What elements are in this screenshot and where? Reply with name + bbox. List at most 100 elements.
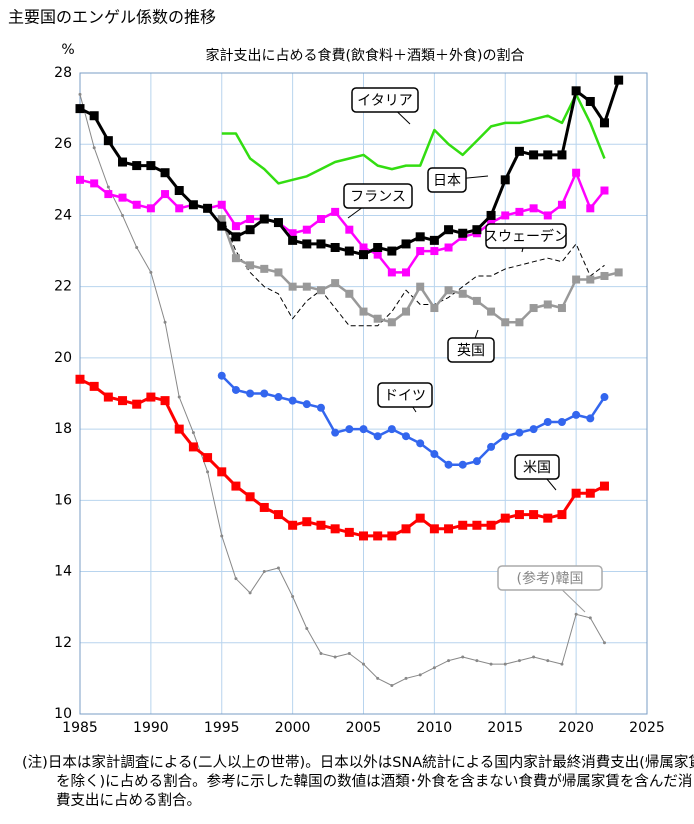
marker	[191, 431, 195, 435]
marker	[103, 136, 113, 146]
callout-box	[447, 337, 495, 363]
series	[221, 93, 606, 185]
marker	[416, 247, 425, 256]
marker	[305, 627, 309, 631]
marker	[557, 510, 567, 520]
marker	[600, 186, 609, 195]
marker	[501, 318, 510, 327]
y-tick-label: 14	[54, 564, 72, 580]
x-tick-label: 2005	[346, 720, 382, 736]
marker	[274, 268, 283, 277]
marker	[359, 243, 368, 252]
marker	[560, 662, 564, 666]
marker	[273, 218, 283, 228]
marker	[231, 481, 241, 491]
marker	[402, 268, 411, 277]
marker	[585, 96, 595, 106]
marker	[217, 221, 227, 231]
marker	[262, 570, 266, 574]
legend-label: 米国	[523, 460, 551, 476]
marker	[160, 168, 170, 178]
marker	[118, 193, 127, 202]
marker	[571, 488, 581, 498]
marker	[331, 207, 340, 216]
marker	[557, 304, 566, 313]
marker	[444, 460, 453, 469]
marker	[217, 467, 227, 477]
x-tick-label: 1990	[133, 720, 169, 736]
y-tick-label: 18	[54, 421, 72, 437]
marker	[78, 92, 82, 96]
marker	[472, 520, 482, 530]
legend-label: (参考)韓国	[517, 570, 584, 587]
legend-label: イタリア	[357, 93, 412, 109]
marker	[557, 417, 566, 426]
marker	[175, 204, 184, 213]
marker	[291, 594, 295, 598]
marker	[458, 289, 467, 298]
callout-box	[497, 565, 603, 591]
marker	[585, 488, 595, 498]
marker	[231, 254, 240, 263]
plot-border	[79, 72, 648, 715]
marker	[245, 492, 255, 502]
marker	[586, 275, 595, 284]
marker	[373, 242, 383, 252]
marker	[387, 268, 396, 277]
y-tick-label: 10	[54, 706, 72, 722]
marker	[543, 513, 553, 523]
marker	[515, 428, 524, 437]
marker	[586, 414, 595, 423]
marker	[203, 203, 213, 213]
marker	[404, 676, 408, 680]
marker	[316, 286, 325, 295]
marker	[132, 399, 142, 409]
x-tick-label: 2025	[629, 720, 665, 736]
marker	[557, 150, 567, 160]
marker	[135, 245, 139, 249]
marker	[472, 457, 481, 466]
marker	[515, 207, 524, 216]
x-tick-label: 2020	[558, 720, 594, 736]
marker	[489, 662, 493, 666]
note: (注)日本は家計調査による(二人以上の世帯)。日本以外はSNA統計による国内家計…	[22, 755, 694, 809]
marker	[217, 215, 226, 224]
chart-subtitle: 家計支出に占める食費(飲食料＋酒類＋外食)の割合	[206, 47, 525, 64]
marker	[217, 371, 226, 380]
callout-box	[351, 87, 419, 113]
marker	[571, 86, 581, 96]
marker	[89, 381, 99, 391]
marker	[161, 190, 170, 199]
marker	[331, 279, 340, 288]
marker	[387, 246, 397, 256]
marker	[203, 453, 213, 463]
y-tick-label: 20	[54, 350, 72, 366]
marker	[574, 612, 578, 616]
marker	[174, 424, 184, 434]
marker	[316, 215, 325, 224]
marker	[106, 185, 110, 189]
marker	[174, 186, 184, 196]
marker	[572, 410, 581, 419]
marker	[529, 304, 538, 313]
legend-label: 英国	[457, 342, 485, 359]
marker	[231, 222, 240, 231]
marker	[146, 161, 156, 171]
marker	[416, 439, 425, 448]
y-tick-label: 28	[54, 65, 72, 81]
marker	[288, 229, 297, 238]
marker	[447, 659, 451, 663]
marker	[514, 510, 524, 520]
marker	[260, 389, 269, 398]
marker	[529, 510, 539, 520]
marker	[501, 432, 510, 441]
marker	[245, 225, 255, 235]
marker	[330, 242, 340, 252]
marker	[415, 513, 425, 523]
callout-box	[485, 223, 567, 249]
callout-box	[343, 183, 413, 209]
marker	[302, 517, 312, 527]
marker	[458, 520, 468, 530]
y-tick-label: 16	[54, 492, 72, 508]
marker	[387, 531, 397, 541]
